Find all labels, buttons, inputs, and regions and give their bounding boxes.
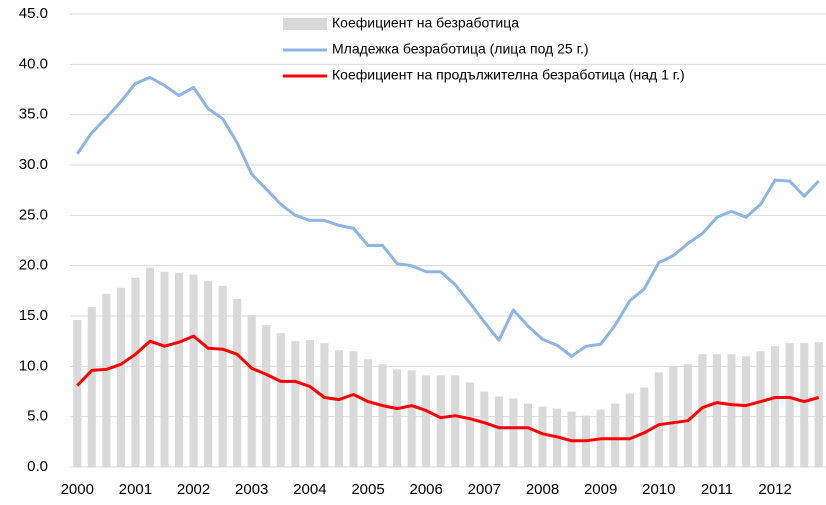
bar (291, 341, 300, 467)
bar (334, 350, 344, 467)
x-tick-label: 2004 (293, 481, 326, 498)
bar (320, 343, 329, 467)
x-tick-label: 2003 (235, 481, 268, 498)
bar (509, 398, 518, 467)
bar (189, 274, 198, 467)
bar (756, 351, 765, 467)
bar (465, 382, 474, 467)
bar (247, 314, 256, 467)
y-tick-label: 25.0 (19, 206, 48, 223)
bar (393, 369, 402, 467)
y-tick-label: 5.0 (27, 408, 48, 425)
bar (160, 271, 169, 467)
bar (523, 403, 533, 467)
legend-label: Коефициент на безработица (332, 15, 519, 31)
y-tick-label: 0.0 (27, 458, 48, 475)
bar (116, 287, 125, 467)
y-tick-label: 35.0 (19, 106, 48, 123)
bar (480, 391, 489, 467)
line (76, 75, 820, 358)
bar (654, 372, 663, 467)
bar (436, 375, 445, 467)
bar (363, 359, 373, 467)
bar (276, 333, 285, 467)
bar (611, 403, 620, 467)
bar (262, 325, 271, 467)
bar (204, 280, 213, 467)
bar (800, 343, 809, 467)
bar (349, 351, 358, 467)
bar (305, 340, 314, 467)
line (76, 334, 820, 443)
x-tick-label: 2008 (526, 481, 559, 498)
bar (698, 354, 707, 467)
x-tick-label: 2000 (61, 481, 94, 498)
bar (538, 406, 547, 467)
legend-label: Коефициент на продължителна безработица … (332, 67, 685, 83)
bar (378, 364, 387, 467)
bar (451, 375, 460, 467)
x-tick-label: 2006 (410, 481, 443, 498)
bar (814, 342, 823, 467)
x-tick-label: 2002 (177, 481, 210, 498)
bar (218, 285, 227, 467)
bar (669, 366, 678, 467)
bar (407, 370, 416, 467)
y-tick-label: 45.0 (19, 5, 48, 22)
x-tick-label: 2010 (642, 481, 675, 498)
legend-marker (283, 18, 327, 30)
bar (102, 293, 111, 467)
y-tick-label: 15.0 (19, 307, 48, 324)
legend-label: Младежка безработица (лица под 25 г.) (332, 41, 589, 57)
y-tick-label: 10.0 (19, 357, 48, 374)
y-tick-label: 40.0 (19, 55, 48, 72)
x-tick-label: 2001 (119, 481, 152, 498)
bar (131, 277, 140, 467)
x-tick-label: 2009 (584, 481, 617, 498)
bar (73, 320, 82, 467)
x-tick-label: 2012 (758, 481, 791, 498)
bar (785, 343, 794, 467)
bar (422, 375, 431, 467)
bar (771, 346, 780, 467)
x-tick-label: 2011 (701, 481, 733, 498)
bar (712, 354, 722, 467)
bar (494, 396, 503, 467)
bar (233, 298, 242, 467)
x-tick-label: 2007 (468, 481, 501, 498)
bar (174, 272, 184, 467)
bar (727, 354, 736, 467)
y-tick-label: 30.0 (19, 156, 48, 173)
bar (87, 306, 96, 467)
y-tick-label: 20.0 (19, 257, 48, 274)
bar (683, 364, 692, 467)
bar (640, 387, 649, 467)
bar (741, 356, 751, 467)
bar (145, 267, 155, 467)
bar (625, 393, 634, 467)
x-tick-label: 2005 (351, 481, 384, 498)
